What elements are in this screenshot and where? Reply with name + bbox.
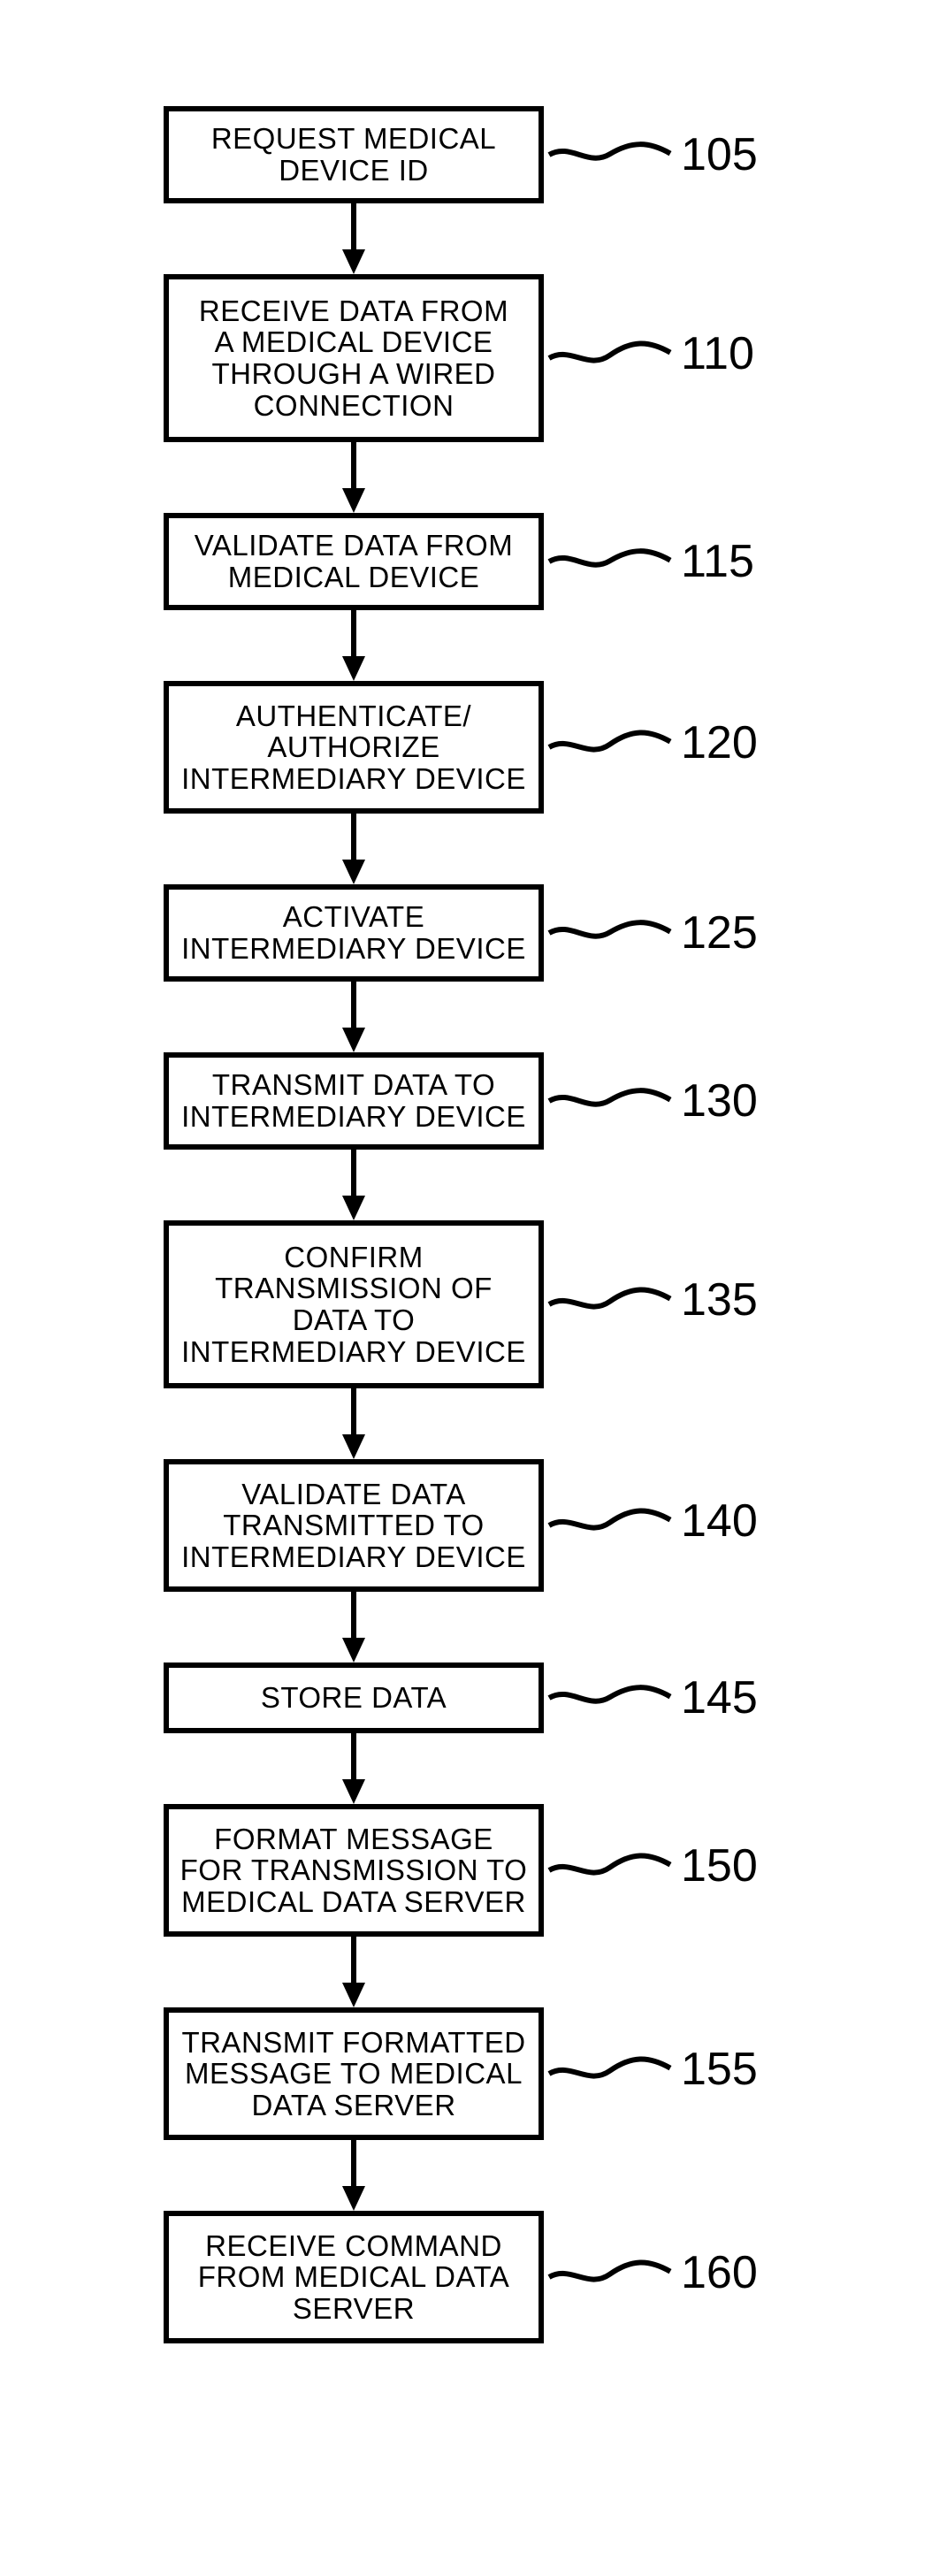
flow-step-140: VALIDATE DATA TRANSMITTED TO INTERMEDIAR… — [164, 1459, 544, 1592]
arrow-head — [342, 1434, 365, 1459]
arrow-head — [342, 1779, 365, 1804]
arrow-head — [342, 2186, 365, 2211]
ref-label-155: 155 — [681, 2043, 758, 2096]
flow-step-text: ACTIVATE INTERMEDIARY DEVICE — [181, 901, 526, 964]
ref-label-135: 135 — [681, 1273, 758, 1326]
flow-step-text: FORMAT MESSAGE FOR TRANSMISSION TO MEDIC… — [180, 1823, 528, 1918]
flow-step-text: STORE DATA — [261, 1682, 447, 1714]
arrow-head — [342, 1028, 365, 1052]
lead-line-150 — [549, 1855, 670, 1872]
flow-step-120: AUTHENTICATE/ AUTHORIZE INTERMEDIARY DEV… — [164, 681, 544, 814]
ref-label-110: 110 — [681, 327, 754, 380]
ref-label-160: 160 — [681, 2246, 758, 2299]
flow-step-130: TRANSMIT DATA TO INTERMEDIARY DEVICE — [164, 1052, 544, 1150]
lead-line-140 — [549, 1510, 670, 1527]
flow-step-150: FORMAT MESSAGE FOR TRANSMISSION TO MEDIC… — [164, 1804, 544, 1937]
flow-step-145: STORE DATA — [164, 1663, 544, 1733]
ref-label-140: 140 — [681, 1494, 758, 1548]
ref-label-120: 120 — [681, 716, 758, 769]
flow-step-text: AUTHENTICATE/ AUTHORIZE INTERMEDIARY DEV… — [181, 700, 526, 795]
flow-step-125: ACTIVATE INTERMEDIARY DEVICE — [164, 884, 544, 982]
flow-step-text: TRANSMIT DATA TO INTERMEDIARY DEVICE — [181, 1069, 526, 1132]
arrow-head — [342, 1196, 365, 1220]
flow-step-105: REQUEST MEDICAL DEVICE ID — [164, 106, 544, 203]
arrow-head — [342, 488, 365, 513]
arrow-head — [342, 860, 365, 884]
flow-step-135: CONFIRM TRANSMISSION OF DATA TO INTERMED… — [164, 1220, 544, 1388]
ref-label-125: 125 — [681, 906, 758, 959]
ref-label-145: 145 — [681, 1671, 758, 1724]
flow-step-text: TRANSMIT FORMATTED MESSAGE TO MEDICAL DA… — [181, 2027, 525, 2121]
lead-line-110 — [549, 343, 670, 360]
flow-step-text: VALIDATE DATA TRANSMITTED TO INTERMEDIAR… — [181, 1479, 526, 1573]
lead-line-125 — [549, 922, 670, 936]
ref-label-150: 150 — [681, 1839, 758, 1892]
lead-line-145 — [549, 1687, 670, 1701]
flow-step-text: RECEIVE DATA FROM A MEDICAL DEVICE THROU… — [199, 295, 508, 422]
lead-line-160 — [549, 2262, 670, 2279]
lead-line-130 — [549, 1090, 670, 1105]
flowchart-canvas: REQUEST MEDICAL DEVICE ID 105 RECEIVE DATA… — [0, 0, 932, 2576]
flow-step-110: RECEIVE DATA FROM A MEDICAL DEVICE THROU… — [164, 274, 544, 442]
flow-step-155: TRANSMIT FORMATTED MESSAGE TO MEDICAL DA… — [164, 2007, 544, 2140]
ref-label-105: 105 — [681, 128, 758, 181]
arrow-head — [342, 656, 365, 681]
ref-label-130: 130 — [681, 1074, 758, 1127]
lead-line-135 — [549, 1289, 670, 1306]
flow-step-text: VALIDATE DATA FROM MEDICAL DEVICE — [195, 530, 513, 592]
flow-step-text: REQUEST MEDICAL DEVICE ID — [211, 123, 496, 186]
flow-step-160: RECEIVE COMMAND FROM MEDICAL DATA SERVER — [164, 2211, 544, 2343]
flow-step-115: VALIDATE DATA FROM MEDICAL DEVICE — [164, 513, 544, 610]
flow-step-text: RECEIVE COMMAND FROM MEDICAL DATA SERVER — [198, 2230, 510, 2325]
arrow-head — [342, 1983, 365, 2007]
ref-label-115: 115 — [681, 535, 754, 588]
lead-line-120 — [549, 732, 670, 749]
lead-line-115 — [549, 551, 670, 565]
flow-step-text: CONFIRM TRANSMISSION OF DATA TO INTERMED… — [181, 1242, 526, 1368]
lead-line-105 — [549, 144, 670, 158]
arrow-head — [342, 249, 365, 274]
arrow-head — [342, 1638, 365, 1663]
lead-line-155 — [549, 2059, 670, 2075]
